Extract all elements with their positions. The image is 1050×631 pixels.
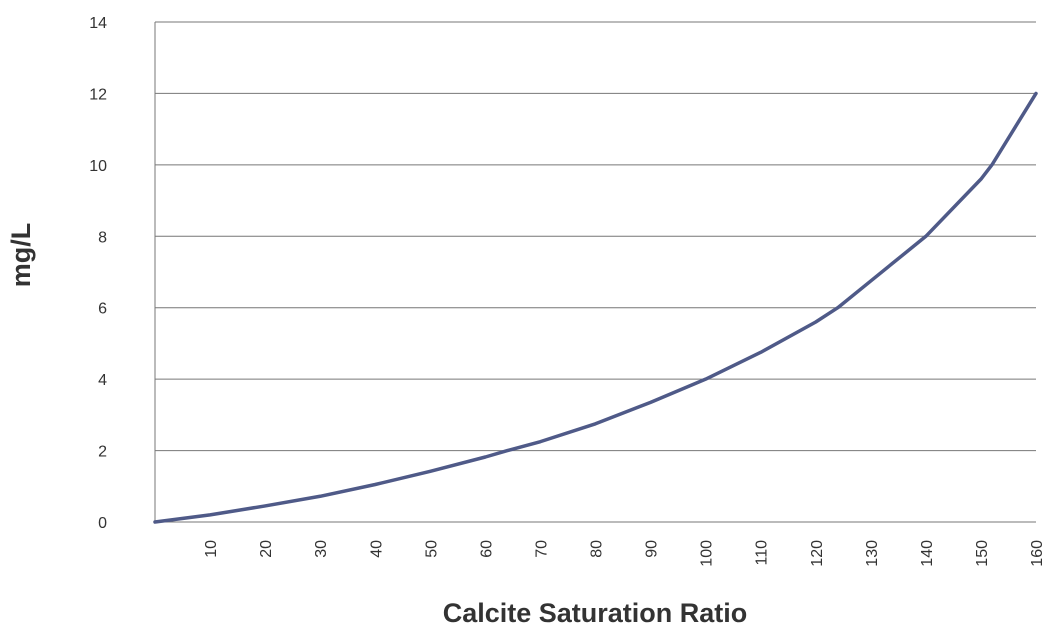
y-tick-label: 0 [98, 515, 107, 532]
x-tick-label: 160 [1029, 540, 1046, 567]
x-tick-label: 10 [203, 540, 220, 558]
y-tick-label: 14 [89, 15, 107, 32]
y-tick-label: 12 [89, 86, 107, 103]
x-tick-label: 130 [864, 540, 881, 567]
x-tick-label: 140 [919, 540, 936, 567]
x-axis-title: Calcite Saturation Ratio [443, 598, 748, 628]
x-tick-label: 80 [589, 540, 606, 558]
y-tick-label: 8 [98, 229, 107, 246]
y-axis-title: mg/L [6, 223, 36, 288]
x-tick-label: 30 [313, 540, 330, 558]
x-tick-label: 20 [258, 540, 275, 558]
y-tick-label: 2 [98, 444, 107, 461]
x-tick-label: 150 [974, 540, 991, 567]
x-tick-label: 60 [478, 540, 495, 558]
x-tick-label: 40 [368, 540, 385, 558]
x-tick-label: 90 [644, 540, 661, 558]
x-tick-label: 70 [533, 540, 550, 558]
x-tick-label: 50 [423, 540, 440, 558]
y-tick-label: 4 [98, 372, 107, 389]
x-tick-label: 100 [699, 540, 716, 567]
y-tick-label: 6 [98, 301, 107, 318]
line-series [153, 91, 1038, 524]
x-tick-label: 120 [809, 540, 826, 567]
x-tick-label: 110 [754, 540, 771, 566]
y-tick-label: 10 [89, 158, 107, 175]
